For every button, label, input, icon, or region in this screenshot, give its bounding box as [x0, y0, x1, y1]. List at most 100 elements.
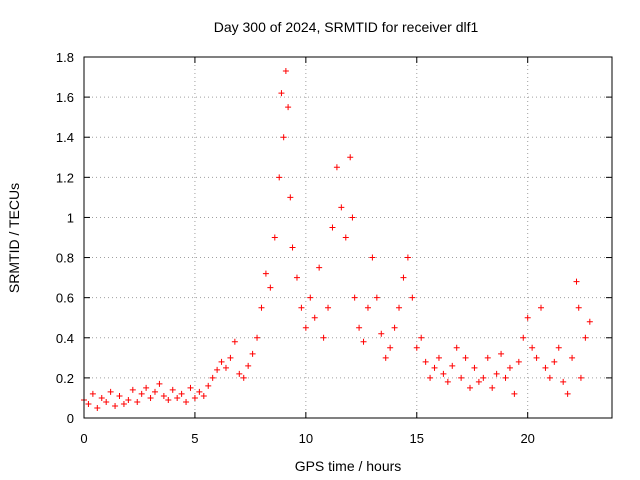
data-point — [187, 384, 194, 391]
data-point — [538, 304, 545, 311]
data-point — [174, 394, 181, 401]
data-point — [329, 224, 336, 231]
data-point — [498, 350, 505, 357]
data-point — [333, 164, 340, 171]
data-point — [134, 398, 141, 405]
data-point — [484, 354, 491, 361]
data-point — [356, 324, 363, 331]
data-point — [218, 358, 225, 365]
data-point — [254, 334, 261, 341]
data-point — [262, 270, 269, 277]
x-tick-label: 20 — [520, 431, 534, 446]
data-point — [94, 404, 101, 411]
data-point — [293, 274, 300, 281]
data-point — [125, 396, 132, 403]
y-tick-label: 1.4 — [56, 130, 74, 145]
data-point — [147, 394, 154, 401]
data-point — [400, 274, 407, 281]
data-point — [285, 104, 292, 111]
data-point — [191, 394, 198, 401]
x-tick-label: 5 — [191, 431, 198, 446]
data-point — [431, 364, 438, 371]
data-point — [378, 330, 385, 337]
data-point — [302, 324, 309, 331]
data-point — [209, 374, 216, 381]
points-layer — [81, 68, 593, 411]
y-tick-label: 1.2 — [56, 170, 74, 185]
data-point — [107, 388, 114, 395]
data-point — [276, 174, 283, 181]
data-point — [320, 334, 327, 341]
data-point — [373, 294, 380, 301]
data-point — [577, 374, 584, 381]
data-point — [98, 394, 105, 401]
x-tick-label: 10 — [299, 431, 313, 446]
data-point — [418, 334, 425, 341]
data-point — [387, 344, 394, 351]
data-point — [112, 402, 119, 409]
ticks-layer: 0 0.2 0.4 0.6 0.8 1 1.2 1.4 1.6 1.8 0 5 10 15 20 — [56, 50, 612, 446]
data-point — [542, 364, 549, 371]
data-point — [240, 374, 247, 381]
data-point — [316, 264, 323, 271]
data-point — [298, 304, 305, 311]
data-point — [282, 68, 289, 75]
data-point — [569, 354, 576, 361]
data-point — [200, 392, 207, 399]
data-point — [227, 354, 234, 361]
data-point — [342, 234, 349, 241]
data-point — [489, 384, 496, 391]
data-point — [382, 354, 389, 361]
plot-frame — [83, 56, 613, 419]
data-point — [453, 344, 460, 351]
data-point — [413, 344, 420, 351]
chart-title: Day 300 of 2024, SRMTID for receiver dlf… — [214, 19, 479, 35]
data-point — [560, 378, 567, 385]
data-point — [151, 388, 158, 395]
data-point — [582, 334, 589, 341]
y-tick-label: 1.8 — [56, 50, 74, 65]
data-point — [546, 374, 553, 381]
data-point — [183, 398, 190, 405]
data-point — [480, 374, 487, 381]
data-point — [245, 362, 252, 369]
data-point — [440, 370, 447, 377]
data-point — [258, 304, 265, 311]
y-tick-label: 1 — [67, 210, 74, 225]
data-point — [586, 318, 593, 325]
data-point — [349, 214, 356, 221]
data-point — [511, 390, 518, 397]
data-point — [231, 338, 238, 345]
y-tick-label: 0.6 — [56, 291, 74, 306]
data-point — [502, 374, 509, 381]
data-point — [214, 366, 221, 373]
data-point — [165, 396, 172, 403]
data-point — [449, 362, 456, 369]
x-tick-label: 0 — [80, 431, 87, 446]
data-point — [129, 386, 136, 393]
data-point — [156, 380, 163, 387]
data-point — [338, 204, 345, 211]
data-point — [444, 378, 451, 385]
data-point — [205, 382, 212, 389]
data-point — [404, 254, 411, 261]
data-point — [409, 294, 416, 301]
y-tick-label: 0.8 — [56, 251, 74, 266]
data-point — [287, 194, 294, 201]
data-point — [435, 354, 442, 361]
y-tick-label: 1.6 — [56, 90, 74, 105]
data-point — [458, 374, 465, 381]
data-point — [85, 400, 92, 407]
data-point — [573, 278, 580, 285]
data-point — [364, 304, 371, 311]
data-point — [196, 388, 203, 395]
data-point — [506, 364, 513, 371]
data-point — [515, 358, 522, 365]
data-point — [396, 304, 403, 311]
grid-layer — [84, 57, 612, 418]
data-point — [103, 398, 110, 405]
y-tick-label: 0.2 — [56, 371, 74, 386]
data-point — [116, 392, 123, 399]
data-point — [280, 134, 287, 141]
